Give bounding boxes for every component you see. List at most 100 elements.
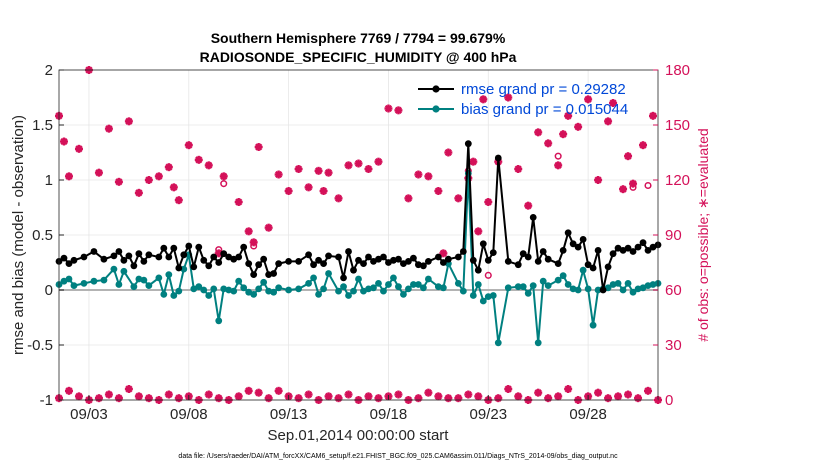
chart-title: Southern Hemisphere 7769 / 7794 = 99.679…	[211, 30, 506, 46]
obs-evaluated-marker	[294, 165, 303, 173]
bias-point	[519, 283, 527, 291]
bias-point	[210, 285, 218, 293]
obs-evaluated-marker	[554, 392, 563, 401]
obs-evaluated-marker	[444, 148, 453, 157]
obs-evaluated-marker	[404, 194, 413, 203]
obs-evaluated-marker	[584, 95, 593, 104]
obs-evaluated-marker	[164, 390, 173, 399]
bias-point	[529, 282, 537, 289]
rmse-point	[599, 286, 607, 294]
rmse-point	[220, 250, 228, 258]
obs-evaluated-marker	[574, 122, 583, 131]
rmse-point	[250, 271, 258, 278]
rmse-point	[160, 244, 168, 252]
rmse-point	[629, 248, 637, 255]
rmse-point	[504, 258, 512, 265]
rmse-point	[120, 256, 128, 264]
rmse-point	[365, 253, 372, 261]
rmse-point	[544, 255, 552, 263]
rmse-point	[624, 244, 632, 252]
rmse-point	[360, 260, 367, 267]
obs-evaluated-marker	[364, 165, 373, 173]
chart-subtitle: RADIOSONDE_SPECIFIC_HUMIDITY @ 400 hPa	[200, 49, 517, 65]
rmse-point	[255, 261, 263, 269]
rmse-point	[569, 240, 577, 248]
bias-point	[70, 282, 78, 289]
bias-point	[170, 292, 178, 299]
bias-point	[175, 287, 183, 295]
bias-point	[260, 278, 268, 286]
obs-possible-marker	[220, 180, 228, 188]
bias-point	[250, 291, 258, 298]
rmse-point	[439, 259, 447, 266]
rmse-point	[335, 253, 342, 261]
rmse-point	[410, 254, 417, 262]
obs-evaluated-marker	[204, 390, 213, 399]
y-tick-label: 2	[45, 62, 53, 79]
rmse-point	[305, 251, 312, 259]
y-tick-label: -1	[40, 392, 53, 409]
x-tick-label: 09/18	[370, 406, 408, 423]
rmse-point	[245, 260, 253, 267]
y-tick-label: 0.5	[32, 227, 53, 244]
bias-point	[544, 282, 552, 289]
obs-evaluated-marker	[464, 390, 473, 399]
bias-point	[584, 285, 592, 293]
obs-evaluated-marker	[394, 390, 403, 399]
rmse-point	[469, 256, 477, 264]
obs-evaluated-marker	[124, 385, 133, 393]
rmse-point	[484, 256, 492, 264]
obs-evaluated-marker	[649, 111, 658, 120]
obs-evaluated-marker	[624, 152, 633, 161]
rmse-point	[340, 274, 347, 282]
obs-evaluated-marker	[334, 194, 343, 203]
obs-possible-marker	[484, 271, 492, 279]
y-right-tick-label: 0	[665, 392, 673, 409]
obs-evaluated-marker	[434, 187, 443, 195]
rmse-point	[110, 252, 118, 260]
bias-point	[310, 274, 317, 282]
rmse-point	[584, 261, 592, 269]
rmse-point	[100, 255, 108, 263]
rmse-point	[65, 260, 73, 267]
obs-evaluated-marker	[264, 394, 273, 403]
rmse-point	[190, 263, 198, 271]
bias-point	[275, 284, 283, 292]
rmse-point	[594, 247, 602, 254]
bias-point	[400, 291, 407, 298]
obs-evaluated-marker	[324, 392, 333, 401]
obs-evaluated-marker	[504, 93, 513, 102]
rmse-point	[579, 236, 587, 243]
rmse-point	[405, 258, 412, 265]
obs-evaluated-marker	[534, 388, 543, 397]
obs-evaluated-marker	[284, 187, 293, 195]
y-axis-label: rmse and bias (model - observation)	[10, 115, 27, 355]
bias-point	[205, 292, 213, 299]
rmse-point	[135, 250, 143, 258]
obs-evaluated-marker	[604, 394, 613, 403]
bias-point	[200, 286, 208, 294]
y-axis-right-label: # of obs: o=possible; ∗=evaluated	[695, 128, 711, 341]
obs-evaluated-marker	[644, 386, 653, 395]
rmse-point	[195, 243, 203, 251]
bias-point	[629, 288, 637, 296]
bias-point	[489, 292, 497, 299]
obs-evaluated-marker	[609, 99, 618, 107]
rmse-point	[350, 266, 357, 274]
bias-point	[315, 291, 322, 298]
obs-evaluated-marker	[204, 161, 213, 170]
obs-evaluated-marker	[264, 223, 273, 232]
obs-evaluated-marker	[514, 165, 523, 173]
bias-series	[55, 170, 662, 347]
legend-bias-marker	[432, 105, 440, 113]
obs-evaluated-marker	[364, 392, 373, 401]
bias-point	[415, 281, 422, 288]
bias-point	[410, 281, 417, 288]
bias-point	[215, 317, 223, 325]
footer-data-file: data file: /Users/raeder/DAI/ATM_forcXX/…	[178, 453, 618, 460]
obs-evaluated-marker	[524, 201, 533, 210]
obs-evaluated-marker	[334, 394, 343, 403]
rmse-point	[489, 249, 497, 256]
rmse-point	[345, 248, 352, 255]
